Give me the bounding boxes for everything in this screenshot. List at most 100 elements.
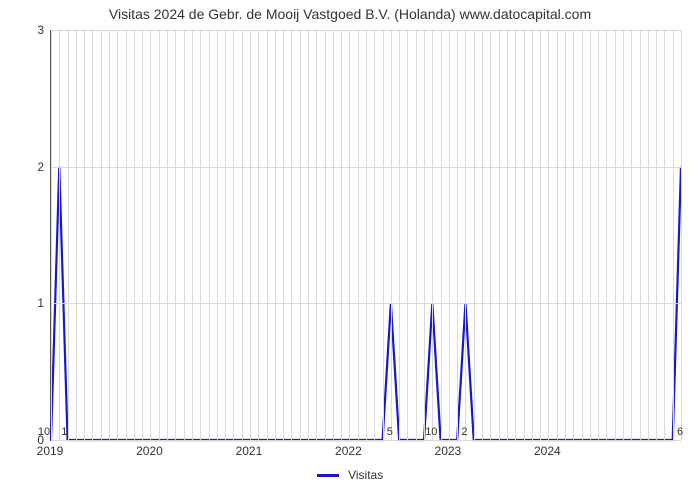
gridline-vertical — [192, 30, 193, 440]
gridline-vertical — [573, 30, 574, 440]
gridline-vertical — [623, 30, 624, 440]
gridline-vertical — [399, 30, 400, 440]
gridline-vertical — [681, 30, 682, 440]
gridline-horizontal — [51, 303, 681, 304]
gridline-vertical — [92, 30, 93, 440]
legend-swatch — [317, 474, 339, 477]
gridline-vertical — [84, 30, 85, 440]
data-point-label: 6 — [677, 426, 683, 438]
gridline-vertical — [391, 30, 392, 440]
gridline-vertical — [615, 30, 616, 440]
gridline-vertical — [540, 30, 541, 440]
gridline-vertical — [76, 30, 77, 440]
gridline-vertical — [424, 30, 425, 440]
x-tick-label: 2023 — [435, 444, 462, 458]
gridline-vertical — [532, 30, 533, 440]
gridline-vertical — [68, 30, 69, 440]
y-tick-label: 2 — [4, 160, 44, 174]
y-tick-label: 3 — [4, 23, 44, 37]
gridline-vertical — [225, 30, 226, 440]
plot-area — [50, 30, 681, 441]
gridline-vertical — [217, 30, 218, 440]
gridline-vertical — [432, 30, 433, 440]
gridline-vertical — [416, 30, 417, 440]
gridline-vertical — [325, 30, 326, 440]
gridline-vertical — [656, 30, 657, 440]
gridline-vertical — [457, 30, 458, 440]
gridline-vertical — [673, 30, 674, 440]
chart-container: Visitas 2024 de Gebr. de Mooij Vastgoed … — [0, 0, 700, 500]
gridline-vertical — [126, 30, 127, 440]
data-point-label: 2 — [461, 426, 467, 438]
gridline-vertical — [200, 30, 201, 440]
gridline-vertical — [441, 30, 442, 440]
gridline-vertical — [664, 30, 665, 440]
gridline-vertical — [358, 30, 359, 440]
data-point-label: 1 — [61, 426, 67, 438]
gridline-horizontal — [51, 440, 681, 441]
gridline-vertical — [101, 30, 102, 440]
legend: Visitas — [0, 468, 700, 482]
gridline-vertical — [291, 30, 292, 440]
gridline-vertical — [557, 30, 558, 440]
gridline-vertical — [482, 30, 483, 440]
gridline-vertical — [283, 30, 284, 440]
gridline-vertical — [250, 30, 251, 440]
gridline-vertical — [407, 30, 408, 440]
gridline-vertical — [209, 30, 210, 440]
gridline-vertical — [590, 30, 591, 440]
gridline-vertical — [565, 30, 566, 440]
gridline-vertical — [383, 30, 384, 440]
gridline-vertical — [134, 30, 135, 440]
gridline-vertical — [333, 30, 334, 440]
gridline-vertical — [117, 30, 118, 440]
gridline-vertical — [548, 30, 549, 440]
data-point-label: 5 — [387, 426, 393, 438]
y-tick-label: 1 — [4, 296, 44, 310]
gridline-vertical — [366, 30, 367, 440]
gridline-vertical — [606, 30, 607, 440]
gridline-vertical — [258, 30, 259, 440]
gridline-vertical — [308, 30, 309, 440]
chart-title: Visitas 2024 de Gebr. de Mooij Vastgoed … — [0, 6, 700, 22]
legend-label: Visitas — [348, 468, 383, 482]
gridline-vertical — [631, 30, 632, 440]
gridline-vertical — [267, 30, 268, 440]
gridline-vertical — [341, 30, 342, 440]
gridline-vertical — [167, 30, 168, 440]
gridline-vertical — [598, 30, 599, 440]
gridline-vertical — [51, 30, 52, 440]
gridline-vertical — [59, 30, 60, 440]
gridline-vertical — [507, 30, 508, 440]
gridline-vertical — [515, 30, 516, 440]
gridline-vertical — [150, 30, 151, 440]
gridline-vertical — [233, 30, 234, 440]
gridline-vertical — [184, 30, 185, 440]
gridline-horizontal — [51, 30, 681, 31]
x-tick-label: 2024 — [534, 444, 561, 458]
gridline-vertical — [582, 30, 583, 440]
gridline-vertical — [175, 30, 176, 440]
data-point-label: 10 — [425, 426, 437, 438]
gridline-vertical — [159, 30, 160, 440]
gridline-horizontal — [51, 167, 681, 168]
gridline-vertical — [474, 30, 475, 440]
gridline-vertical — [109, 30, 110, 440]
gridline-vertical — [648, 30, 649, 440]
gridline-vertical — [499, 30, 500, 440]
x-tick-label: 2021 — [236, 444, 263, 458]
gridline-vertical — [242, 30, 243, 440]
data-point-label: 10 — [38, 426, 50, 438]
gridline-vertical — [142, 30, 143, 440]
gridline-vertical — [524, 30, 525, 440]
gridline-vertical — [275, 30, 276, 440]
gridline-vertical — [465, 30, 466, 440]
gridline-vertical — [490, 30, 491, 440]
x-tick-label: 2022 — [335, 444, 362, 458]
gridline-vertical — [374, 30, 375, 440]
gridline-vertical — [316, 30, 317, 440]
gridline-vertical — [300, 30, 301, 440]
x-tick-label: 2019 — [37, 444, 64, 458]
gridline-vertical — [449, 30, 450, 440]
gridline-vertical — [640, 30, 641, 440]
